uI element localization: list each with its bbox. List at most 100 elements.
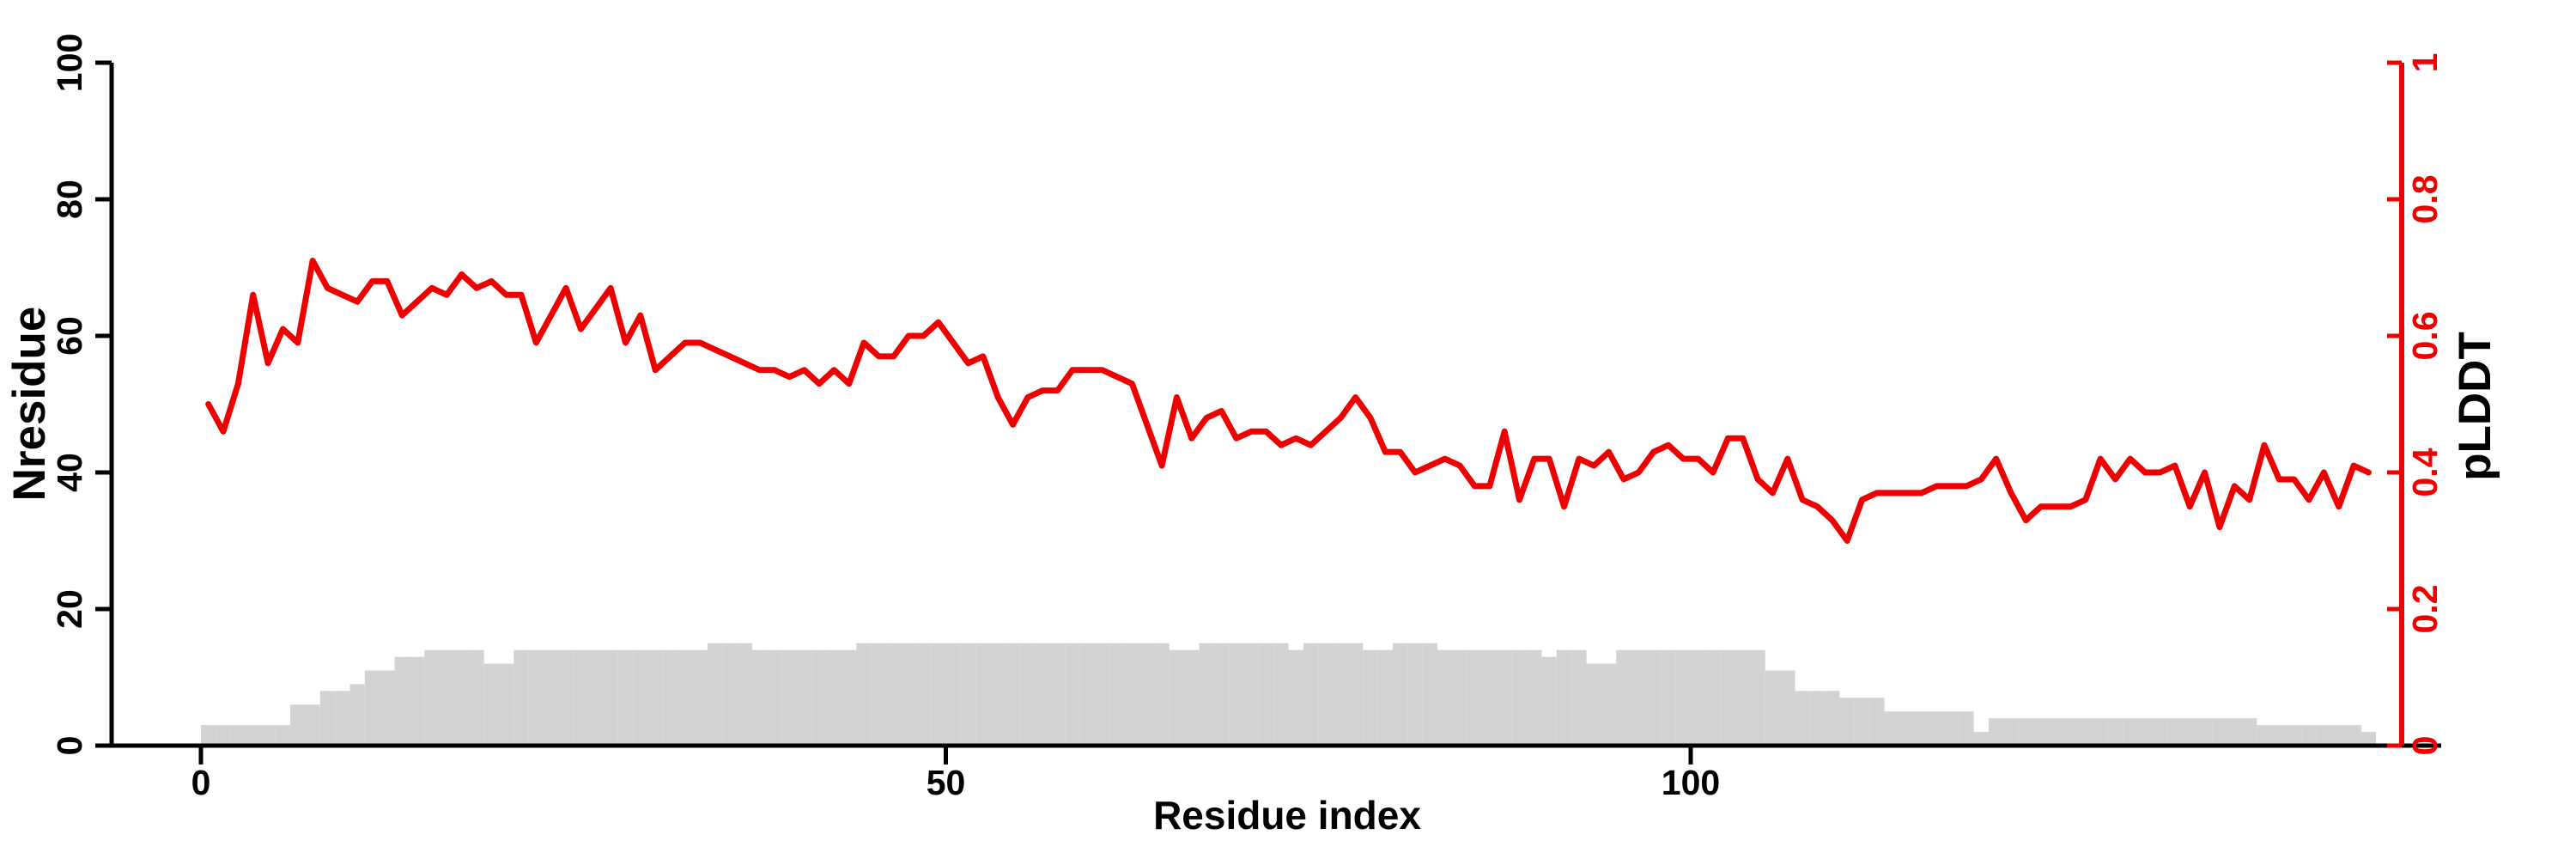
nresidue-bar <box>1452 649 1467 746</box>
nresidue-bar <box>2078 718 2093 746</box>
right-tick-label: 0.6 <box>2405 312 2445 361</box>
nresidue-bar <box>453 649 470 746</box>
nresidue-bar <box>558 649 574 746</box>
nresidue-bar <box>1571 649 1587 746</box>
nresidue-bar <box>1049 643 1066 746</box>
x-tick-label: 100 <box>1662 763 1720 802</box>
nresidue-bar <box>1929 711 1944 746</box>
nresidue-bar <box>1541 656 1557 746</box>
nresidue-bar <box>2287 725 2302 746</box>
nresidue-bar <box>290 704 306 746</box>
nresidue-bar <box>975 643 991 746</box>
nresidue-bar <box>380 670 395 746</box>
nresidue-bar <box>588 649 604 746</box>
nresidue-bar <box>617 649 634 746</box>
nresidue-bar <box>1422 643 1438 746</box>
plddt-line <box>205 258 2372 544</box>
nresidue-bar <box>1809 691 1826 746</box>
nresidue-bar <box>1154 643 1170 746</box>
nresidue-bar <box>692 649 708 746</box>
nresidue-bar <box>305 704 320 746</box>
nresidue-bar <box>990 643 1005 746</box>
nresidue-bar <box>2301 725 2317 746</box>
nresidue-bar <box>1139 643 1155 746</box>
nresidue-bar <box>1065 643 1080 746</box>
nresidue-bar <box>1497 649 1512 746</box>
nresidue-bar <box>335 691 350 746</box>
nresidue-bar <box>1973 732 1989 746</box>
nresidue-bar <box>1884 711 1899 746</box>
nresidue-bar <box>1616 649 1631 746</box>
nresidue-bar <box>633 649 648 746</box>
nresidue-bar <box>1631 649 1646 746</box>
nresidue-bar <box>1839 698 1855 746</box>
nresidue-bar <box>1795 691 1810 746</box>
left-axis-title: Nresidue <box>4 307 55 502</box>
nresidue-bar <box>513 649 529 746</box>
nresidue-bar <box>1661 649 1676 746</box>
nresidue-bar <box>1377 649 1393 746</box>
nresidue-bar <box>1645 649 1662 746</box>
left-axis-ticks: 0 20 40 60 80 100 <box>50 34 112 755</box>
nresidue-bar <box>1288 649 1303 746</box>
nresidue-bar <box>1556 649 1572 746</box>
nresidue-bar <box>1601 663 1617 746</box>
nresidue-bar <box>2196 718 2213 746</box>
nresidue-bar <box>439 649 454 746</box>
nresidue-bar <box>409 656 425 746</box>
nresidue-bar <box>915 643 932 746</box>
nresidue-bar <box>1511 649 1528 746</box>
nresidue-bar <box>483 663 499 746</box>
left-tick-label: 80 <box>50 180 89 219</box>
nresidue-bar <box>1720 649 1736 746</box>
nresidue-bar <box>1943 711 1959 746</box>
nresidue-bar <box>2018 718 2034 746</box>
nresidue-bar <box>1691 649 1706 746</box>
nresidue-bar <box>2360 732 2377 746</box>
nresidue-bar <box>1482 649 1498 746</box>
nresidue-bar <box>2137 718 2153 746</box>
nresidue-bar <box>603 649 618 746</box>
nresidue-bar <box>2003 718 2019 746</box>
nresidue-bar <box>1303 643 1319 746</box>
x-tick-label: 50 <box>927 763 966 802</box>
nresidue-bar <box>2271 725 2287 746</box>
right-axis-title: pLDDT <box>2450 332 2500 481</box>
nresidue-bar <box>1765 670 1781 746</box>
nresidue-bar <box>2107 718 2123 746</box>
nresidue-bar <box>1020 643 1036 746</box>
nresidue-bar <box>1914 711 1929 746</box>
nresidue-bar <box>811 649 827 746</box>
nresidue-bar <box>1527 649 1542 746</box>
nresidue-bar <box>424 649 440 746</box>
nresidue-bar <box>1363 649 1378 746</box>
nresidue-bar <box>1109 643 1125 746</box>
nresidue-bar <box>1780 670 1795 746</box>
nresidue-bar <box>2227 718 2242 746</box>
nresidue-bar <box>364 670 380 746</box>
nresidue-bar <box>1586 663 1601 746</box>
nresidue-bar <box>1124 643 1140 746</box>
nresidue-bar <box>751 649 768 746</box>
right-tick-label: 0 <box>2405 736 2445 756</box>
nresidue-bar <box>841 649 857 746</box>
nresidue-bar <box>1705 649 1721 746</box>
nresidue-bar <box>707 643 723 746</box>
nresidue-bar <box>246 725 261 746</box>
nresidue-bar <box>2346 725 2361 746</box>
nresidue-bar <box>2152 718 2168 746</box>
left-tick-label: 20 <box>50 589 89 629</box>
nresidue-bar <box>1079 643 1095 746</box>
nresidue-bar <box>275 725 291 746</box>
nresidue-bar <box>573 649 589 746</box>
left-tick-label: 100 <box>50 34 89 92</box>
nresidue-bar <box>201 725 216 746</box>
nresidue-bar <box>469 649 484 746</box>
nresidue-bar <box>677 649 693 746</box>
nresidue-bar <box>901 643 916 746</box>
nresidue-bar <box>1347 643 1364 746</box>
nresidue-bar <box>2123 718 2138 746</box>
nresidue-bar <box>319 691 336 746</box>
